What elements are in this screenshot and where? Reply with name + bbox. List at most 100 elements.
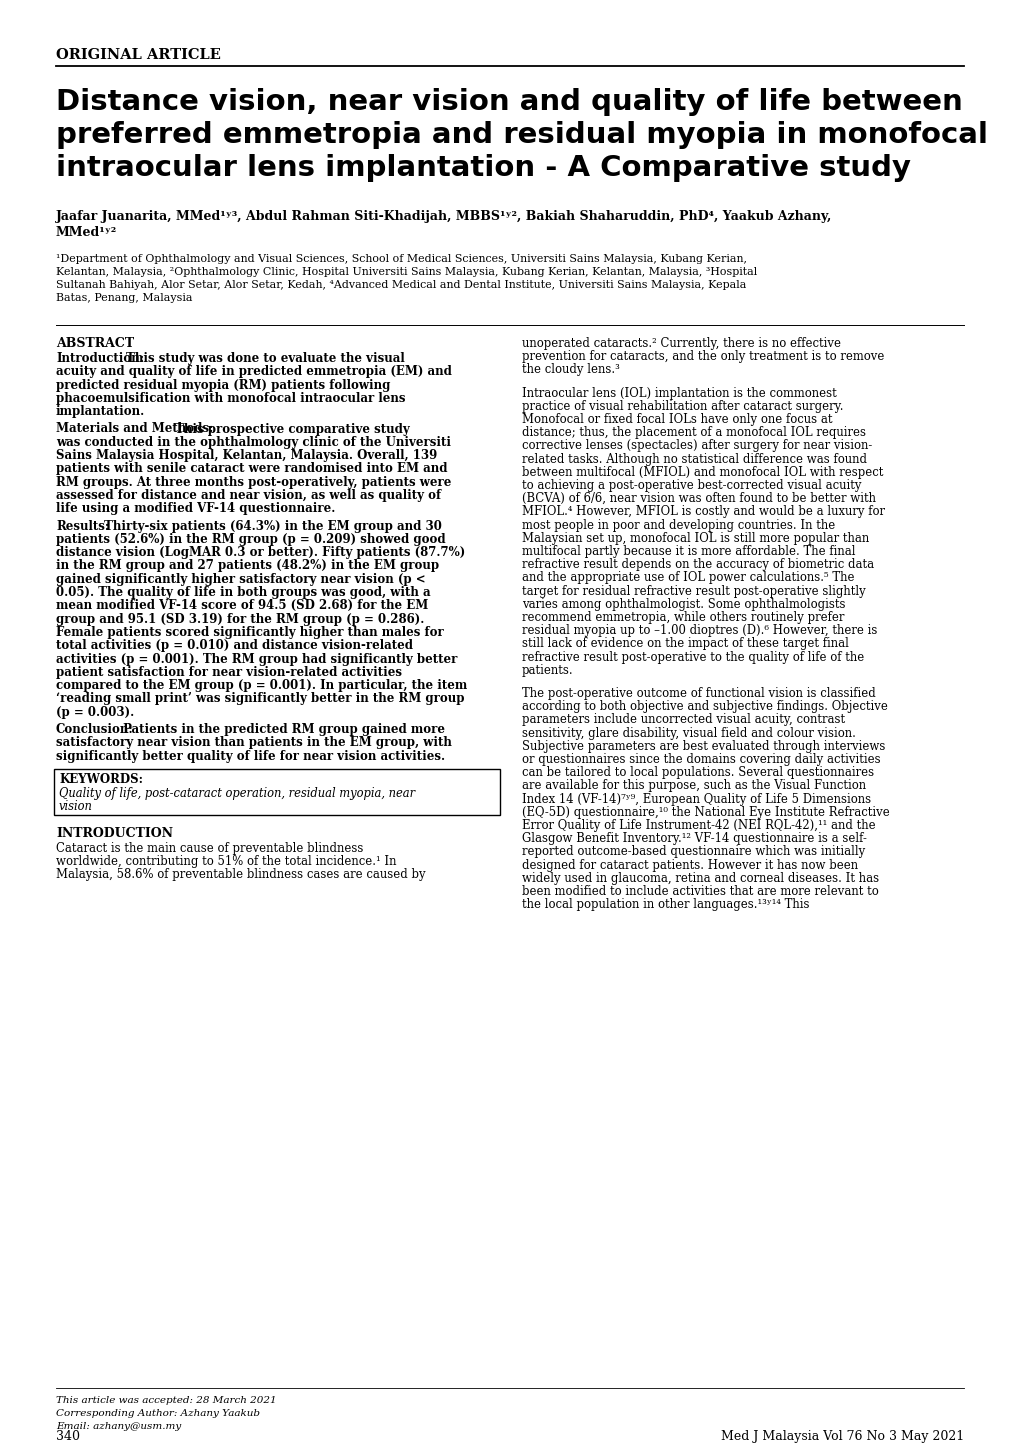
Text: total activities (p = 0.010) and distance vision-related: total activities (p = 0.010) and distanc… xyxy=(56,639,413,652)
Text: designed for cataract patients. However it has now been: designed for cataract patients. However … xyxy=(522,859,857,872)
Text: KEYWORDS:: KEYWORDS: xyxy=(59,773,143,786)
Text: This study was done to evaluate the visual: This study was done to evaluate the visu… xyxy=(122,352,405,365)
Text: This prospective comparative study: This prospective comparative study xyxy=(171,423,410,436)
Text: vision: vision xyxy=(59,799,93,812)
Text: Jaafar Juanarita, MMed¹ʸ³, Abdul Rahman Siti-Khadijah, MBBS¹ʸ², Bakiah Shaharudd: Jaafar Juanarita, MMed¹ʸ³, Abdul Rahman … xyxy=(56,211,832,224)
Text: Index 14 (VF-14)⁷ʸ⁹, European Quality of Life 5 Dimensions: Index 14 (VF-14)⁷ʸ⁹, European Quality of… xyxy=(522,792,870,805)
Text: Sultanah Bahiyah, Alor Setar, Alor Setar, Kedah, ⁴Advanced Medical and Dental In: Sultanah Bahiyah, Alor Setar, Alor Setar… xyxy=(56,280,746,290)
Text: Med J Malaysia Vol 76 No 3 May 2021: Med J Malaysia Vol 76 No 3 May 2021 xyxy=(720,1430,963,1443)
Text: target for residual refractive result post-operative slightly: target for residual refractive result po… xyxy=(522,584,865,597)
Text: multifocal partly because it is more affordable. The final: multifocal partly because it is more aff… xyxy=(522,545,855,558)
Text: according to both objective and subjective findings. Objective: according to both objective and subjecti… xyxy=(522,700,887,713)
Text: satisfactory near vision than patients in the EM group, with: satisfactory near vision than patients i… xyxy=(56,736,451,749)
Text: intraocular lens implantation - A Comparative study: intraocular lens implantation - A Compar… xyxy=(56,154,910,182)
Text: activities (p = 0.001). The RM group had significantly better: activities (p = 0.001). The RM group had… xyxy=(56,652,457,665)
Text: implantation.: implantation. xyxy=(56,405,145,418)
Text: distance vision (LogMAR 0.3 or better). Fifty patients (87.7%): distance vision (LogMAR 0.3 or better). … xyxy=(56,547,465,560)
Text: patient satisfaction for near vision-related activities: patient satisfaction for near vision-rel… xyxy=(56,665,401,678)
Text: ABSTRACT: ABSTRACT xyxy=(56,338,133,351)
Bar xyxy=(54,769,499,815)
Text: prevention for cataracts, and the only treatment is to remove: prevention for cataracts, and the only t… xyxy=(522,351,883,364)
Text: Malaysia, 58.6% of preventable blindness cases are caused by: Malaysia, 58.6% of preventable blindness… xyxy=(56,869,425,882)
Text: most people in poor and developing countries. In the: most people in poor and developing count… xyxy=(522,518,835,531)
Text: Batas, Penang, Malaysia: Batas, Penang, Malaysia xyxy=(56,293,193,303)
Text: in the RM group and 27 patients (48.2%) in the EM group: in the RM group and 27 patients (48.2%) … xyxy=(56,560,439,573)
Text: recommend emmetropia, while others routinely prefer: recommend emmetropia, while others routi… xyxy=(522,610,844,623)
Text: the local population in other languages.¹³ʸ¹⁴ This: the local population in other languages.… xyxy=(522,898,809,911)
Text: and the appropriate use of IOL power calculations.⁵ The: and the appropriate use of IOL power cal… xyxy=(522,571,854,584)
Text: can be tailored to local populations. Several questionnaires: can be tailored to local populations. Se… xyxy=(522,766,873,779)
Text: acuity and quality of life in predicted emmetropia (EM) and: acuity and quality of life in predicted … xyxy=(56,365,451,378)
Text: assessed for distance and near vision, as well as quality of: assessed for distance and near vision, a… xyxy=(56,489,440,502)
Text: Quality of life, post-cataract operation, residual myopia, near: Quality of life, post-cataract operation… xyxy=(59,786,415,799)
Text: still lack of evidence on the impact of these target final: still lack of evidence on the impact of … xyxy=(522,638,848,651)
Text: Email: azhany@usm.my: Email: azhany@usm.my xyxy=(56,1421,181,1431)
Text: MMed¹ʸ²: MMed¹ʸ² xyxy=(56,227,117,240)
Text: was conducted in the ophthalmology clinic of the Universiti: was conducted in the ophthalmology clini… xyxy=(56,436,450,449)
Text: to achieving a post-operative best-corrected visual acuity: to achieving a post-operative best-corre… xyxy=(522,479,861,492)
Text: compared to the EM group (p = 0.001). In particular, the item: compared to the EM group (p = 0.001). In… xyxy=(56,680,467,693)
Text: reported outcome-based questionnaire which was initially: reported outcome-based questionnaire whi… xyxy=(522,846,864,859)
Text: distance; thus, the placement of a monofocal IOL requires: distance; thus, the placement of a monof… xyxy=(522,426,865,439)
Text: Distance vision, near vision and quality of life between: Distance vision, near vision and quality… xyxy=(56,88,962,115)
Text: INTRODUCTION: INTRODUCTION xyxy=(56,827,173,840)
Text: Thirty-six patients (64.3%) in the EM group and 30: Thirty-six patients (64.3%) in the EM gr… xyxy=(100,519,441,532)
Text: between multifocal (MFIOL) and monofocal IOL with respect: between multifocal (MFIOL) and monofocal… xyxy=(522,466,882,479)
Text: worldwide, contributing to 51% of the total incidence.¹ In: worldwide, contributing to 51% of the to… xyxy=(56,856,396,869)
Text: sensitivity, glare disability, visual field and colour vision.: sensitivity, glare disability, visual fi… xyxy=(522,727,855,740)
Text: ¹Department of Ophthalmology and Visual Sciences, School of Medical Sciences, Un: ¹Department of Ophthalmology and Visual … xyxy=(56,254,746,264)
Text: Female patients scored significantly higher than males for: Female patients scored significantly hig… xyxy=(56,626,443,639)
Text: residual myopia up to –1.00 dioptres (D).⁶ However, there is: residual myopia up to –1.00 dioptres (D)… xyxy=(522,625,876,638)
Text: Malaysian set up, monofocal IOL is still more popular than: Malaysian set up, monofocal IOL is still… xyxy=(522,532,868,545)
Text: RM groups. At three months post-operatively, patients were: RM groups. At three months post-operativ… xyxy=(56,476,451,489)
Text: Corresponding Author: Azhany Yaakub: Corresponding Author: Azhany Yaakub xyxy=(56,1408,260,1418)
Text: or questionnaires since the domains covering daily activities: or questionnaires since the domains cove… xyxy=(522,753,879,766)
Text: phacoemulsification with monofocal intraocular lens: phacoemulsification with monofocal intra… xyxy=(56,392,406,405)
Text: Conclusion:: Conclusion: xyxy=(56,723,133,736)
Text: unoperated cataracts.² Currently, there is no effective: unoperated cataracts.² Currently, there … xyxy=(522,338,841,351)
Text: Intraocular lens (IOL) implantation is the commonest: Intraocular lens (IOL) implantation is t… xyxy=(522,387,836,400)
Text: MFIOL.⁴ However, MFIOL is costly and would be a luxury for: MFIOL.⁴ However, MFIOL is costly and wou… xyxy=(522,505,884,518)
Text: gained significantly higher satisfactory near vision (p <: gained significantly higher satisfactory… xyxy=(56,573,425,586)
Text: Sains Malaysia Hospital, Kelantan, Malaysia. Overall, 139: Sains Malaysia Hospital, Kelantan, Malay… xyxy=(56,449,437,462)
Text: significantly better quality of life for near vision activities.: significantly better quality of life for… xyxy=(56,750,444,763)
Text: patients.: patients. xyxy=(522,664,573,677)
Text: life using a modified VF-14 questionnaire.: life using a modified VF-14 questionnair… xyxy=(56,502,335,515)
Text: Materials and Methods:: Materials and Methods: xyxy=(56,423,213,436)
Text: Subjective parameters are best evaluated through interviews: Subjective parameters are best evaluated… xyxy=(522,740,884,753)
Text: (BCVA) of 6/6, near vision was often found to be better with: (BCVA) of 6/6, near vision was often fou… xyxy=(522,492,875,505)
Text: ‘reading small print’ was significantly better in the RM group: ‘reading small print’ was significantly … xyxy=(56,693,464,706)
Text: preferred emmetropia and residual myopia in monofocal: preferred emmetropia and residual myopia… xyxy=(56,121,987,149)
Text: (p = 0.003).: (p = 0.003). xyxy=(56,706,135,719)
Text: parameters include uncorrected visual acuity, contrast: parameters include uncorrected visual ac… xyxy=(522,713,845,726)
Text: patients (52.6%) in the RM group (p = 0.209) showed good: patients (52.6%) in the RM group (p = 0.… xyxy=(56,532,445,545)
Text: The post-operative outcome of functional vision is classified: The post-operative outcome of functional… xyxy=(522,687,875,700)
Text: 340: 340 xyxy=(56,1430,79,1443)
Text: patients with senile cataract were randomised into EM and: patients with senile cataract were rando… xyxy=(56,462,447,475)
Text: related tasks. Although no statistical difference was found: related tasks. Although no statistical d… xyxy=(522,453,866,466)
Text: Kelantan, Malaysia, ²Ophthalmology Clinic, Hospital Universiti Sains Malaysia, K: Kelantan, Malaysia, ²Ophthalmology Clini… xyxy=(56,267,756,277)
Text: Error Quality of Life Instrument-42 (NEI RQL-42),¹¹ and the: Error Quality of Life Instrument-42 (NEI… xyxy=(522,820,874,833)
Text: ORIGINAL ARTICLE: ORIGINAL ARTICLE xyxy=(56,48,221,62)
Text: mean modified VF-14 score of 94.5 (SD 2.68) for the EM: mean modified VF-14 score of 94.5 (SD 2.… xyxy=(56,599,428,612)
Text: group and 95.1 (SD 3.19) for the RM group (p = 0.286).: group and 95.1 (SD 3.19) for the RM grou… xyxy=(56,613,424,626)
Text: refractive result post-operative to the quality of life of the: refractive result post-operative to the … xyxy=(522,651,863,664)
Text: Cataract is the main cause of preventable blindness: Cataract is the main cause of preventabl… xyxy=(56,843,363,856)
Text: Patients in the predicted RM group gained more: Patients in the predicted RM group gaine… xyxy=(119,723,444,736)
Text: the cloudy lens.³: the cloudy lens.³ xyxy=(522,364,620,377)
Text: been modified to include activities that are more relevant to: been modified to include activities that… xyxy=(522,885,878,898)
Text: widely used in glaucoma, retina and corneal diseases. It has: widely used in glaucoma, retina and corn… xyxy=(522,872,878,885)
Text: Monofocal or fixed focal IOLs have only one focus at: Monofocal or fixed focal IOLs have only … xyxy=(522,413,832,426)
Text: Introduction:: Introduction: xyxy=(56,352,144,365)
Text: 0.05). The quality of life in both groups was good, with a: 0.05). The quality of life in both group… xyxy=(56,586,430,599)
Text: are available for this purpose, such as the Visual Function: are available for this purpose, such as … xyxy=(522,779,865,792)
Text: predicted residual myopia (RM) patients following: predicted residual myopia (RM) patients … xyxy=(56,378,390,391)
Text: varies among ophthalmologist. Some ophthalmologists: varies among ophthalmologist. Some ophth… xyxy=(522,597,845,610)
Text: Glasgow Benefit Inventory.¹² VF-14 questionnaire is a self-: Glasgow Benefit Inventory.¹² VF-14 quest… xyxy=(522,833,866,846)
Text: (EQ-5D) questionnaire,¹⁰ the National Eye Institute Refractive: (EQ-5D) questionnaire,¹⁰ the National Ey… xyxy=(522,805,889,818)
Text: refractive result depends on the accuracy of biometric data: refractive result depends on the accurac… xyxy=(522,558,873,571)
Text: corrective lenses (spectacles) after surgery for near vision-: corrective lenses (spectacles) after sur… xyxy=(522,440,871,453)
Text: practice of visual rehabilitation after cataract surgery.: practice of visual rehabilitation after … xyxy=(522,400,843,413)
Text: This article was accepted: 28 March 2021: This article was accepted: 28 March 2021 xyxy=(56,1395,276,1405)
Text: Results:: Results: xyxy=(56,519,109,532)
